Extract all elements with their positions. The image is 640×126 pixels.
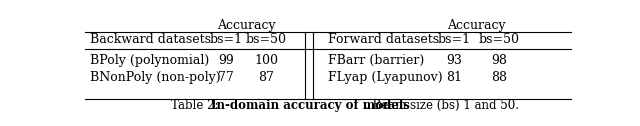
Text: In-domain accuracy of models: In-domain accuracy of models [211,99,410,112]
Text: Forward datasets: Forward datasets [328,33,439,46]
Text: Backward datasets: Backward datasets [90,33,211,46]
Text: 93: 93 [447,54,463,67]
Text: FLyap (Lyapunov): FLyap (Lyapunov) [328,71,443,84]
Text: bs=1: bs=1 [438,33,471,46]
Text: 87: 87 [258,71,274,84]
Text: 98: 98 [491,54,507,67]
Text: bs=50: bs=50 [479,33,520,46]
Text: BNonPoly (non-poly): BNonPoly (non-poly) [90,71,221,84]
Text: Table 2:: Table 2: [172,99,223,112]
Text: 81: 81 [447,71,463,84]
Text: . Beam size (bs) 1 and 50.: . Beam size (bs) 1 and 50. [365,99,519,112]
Text: bs=1: bs=1 [210,33,243,46]
Text: 100: 100 [254,54,278,67]
Text: 88: 88 [491,71,507,84]
Text: bs=50: bs=50 [246,33,287,46]
Text: 99: 99 [218,54,234,67]
Text: FBarr (barrier): FBarr (barrier) [328,54,424,67]
Text: Accuracy: Accuracy [447,19,506,32]
Text: BPoly (polynomial): BPoly (polynomial) [90,54,209,67]
Text: Accuracy: Accuracy [217,19,275,32]
Text: 77: 77 [218,71,234,84]
